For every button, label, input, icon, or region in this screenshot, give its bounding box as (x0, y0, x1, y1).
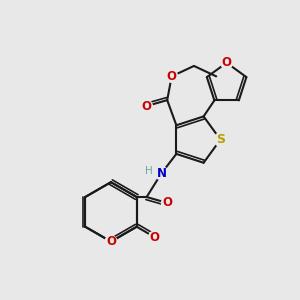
Text: O: O (167, 70, 177, 83)
Circle shape (221, 57, 232, 69)
Text: O: O (222, 56, 232, 69)
Circle shape (140, 100, 152, 112)
Circle shape (166, 70, 178, 82)
Circle shape (161, 197, 173, 209)
Text: O: O (141, 100, 152, 112)
Circle shape (105, 236, 117, 248)
Circle shape (148, 231, 160, 243)
Text: O: O (162, 196, 172, 209)
Text: O: O (149, 231, 160, 244)
Circle shape (214, 133, 227, 146)
Text: H: H (146, 166, 153, 176)
Text: S: S (216, 133, 225, 146)
Circle shape (155, 167, 168, 180)
Text: O: O (106, 235, 116, 248)
Text: N: N (157, 167, 166, 180)
